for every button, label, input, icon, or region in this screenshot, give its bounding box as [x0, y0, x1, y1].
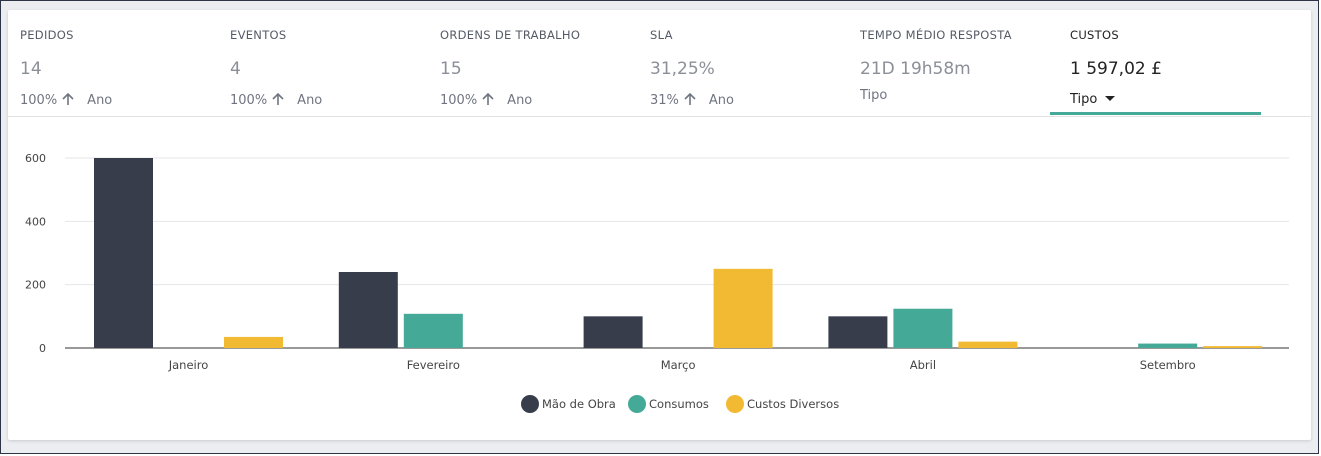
legend-label: Mão de Obra [542, 397, 616, 411]
bar [224, 336, 283, 348]
kpi-sla[interactable]: SLA 31,25% 31% Ano [638, 10, 848, 116]
kpi-sub: 100% Ano [230, 92, 322, 108]
kpi-custos[interactable]: CUSTOS 1 597,02 £ Tipo [1058, 10, 1268, 116]
y-tick-label: 0 [39, 342, 46, 355]
kpi-type-dropdown[interactable]: Tipo [1070, 92, 1116, 107]
kpi-sub: Tipo [860, 88, 887, 103]
bar [893, 308, 953, 348]
kpi-value: 15 [440, 59, 462, 79]
dashboard-card: PEDIDOS 14 100% Ano EVENTOS 4 100% Ano ORD… [8, 10, 1311, 440]
x-tick-label: Fevereiro [407, 358, 460, 372]
arrow-up-icon [272, 92, 284, 105]
kpi-percent: 100% [230, 93, 268, 108]
arrow-up-icon [684, 92, 696, 105]
x-tick-label: Abril [910, 358, 936, 372]
kpi-title: TEMPO MÉDIO RESPOSTA [860, 28, 1012, 42]
bar [958, 341, 1018, 348]
kpi-title: CUSTOS [1070, 28, 1119, 42]
kpi-ordens-de-trabalho[interactable]: ORDENS DE TRABALHO 15 100% Ano [428, 10, 638, 116]
kpi-period[interactable]: Ano [87, 93, 113, 108]
y-tick-label: 200 [25, 279, 46, 292]
bar [1203, 346, 1263, 348]
kpi-sub: 100% Ano [440, 92, 532, 108]
kpi-type-selector[interactable]: Tipo [860, 88, 888, 103]
kpi-tempo-medio-resposta[interactable]: TEMPO MÉDIO RESPOSTA 21D 19h58m Tipo [848, 10, 1058, 116]
x-tick-label: Setembro [1140, 358, 1196, 372]
bar-chart: 0 200 400 600 Janeiro Fevereiro Março Abril Sete… [25, 152, 1289, 413]
arrow-up-icon [62, 92, 74, 105]
kpi-title: ORDENS DE TRABALHO [440, 28, 581, 42]
kpi-type-label: Tipo [1070, 92, 1098, 107]
legend-swatch [726, 395, 744, 413]
active-tab-indicator [1050, 112, 1261, 115]
caret-down-icon [1105, 96, 1116, 101]
bar [828, 316, 888, 348]
bar [583, 316, 643, 348]
legend-label: Custos Diversos [747, 397, 839, 411]
bar [403, 313, 463, 348]
kpi-period[interactable]: Ano [507, 93, 533, 108]
kpi-period[interactable]: Ano [708, 93, 734, 108]
y-tick-label: 600 [25, 152, 46, 165]
bar [713, 268, 773, 348]
kpi-title: EVENTOS [230, 28, 287, 42]
kpi-percent: 100% [440, 93, 478, 108]
bar [338, 272, 398, 348]
kpi-percent: 31% [650, 93, 679, 108]
kpi-percent: 100% [20, 93, 58, 108]
legend-swatch [628, 395, 646, 413]
kpi-title: SLA [650, 28, 673, 42]
bar [1138, 343, 1198, 348]
y-tick-label: 400 [25, 215, 46, 228]
kpi-pedidos[interactable]: PEDIDOS 14 100% Ano [8, 10, 218, 116]
x-tick-label: Março [661, 358, 696, 372]
x-tick-label: Janeiro [168, 358, 209, 372]
kpi-value: 4 [230, 59, 241, 79]
arrow-up-icon [482, 92, 494, 105]
legend-label: Consumos [649, 397, 709, 411]
bar [94, 158, 153, 348]
kpi-value: 31,25% [650, 59, 715, 79]
legend-swatch [521, 395, 539, 413]
kpi-sub: 31% Ano [650, 92, 734, 108]
kpi-period[interactable]: Ano [297, 93, 323, 108]
kpi-sub: 100% Ano [20, 92, 112, 108]
kpi-value: 1 597,02 £ [1070, 59, 1162, 79]
kpi-value: 21D 19h58m [860, 59, 971, 79]
kpi-eventos[interactable]: EVENTOS 4 100% Ano [218, 10, 428, 116]
kpi-title: PEDIDOS [20, 28, 74, 42]
kpi-row: PEDIDOS 14 100% Ano EVENTOS 4 100% Ano ORD… [8, 10, 1311, 117]
chart-area: 0 200 400 600 Janeiro Fevereiro Março Abril Sete… [8, 118, 1311, 438]
kpi-value: 14 [20, 59, 42, 79]
